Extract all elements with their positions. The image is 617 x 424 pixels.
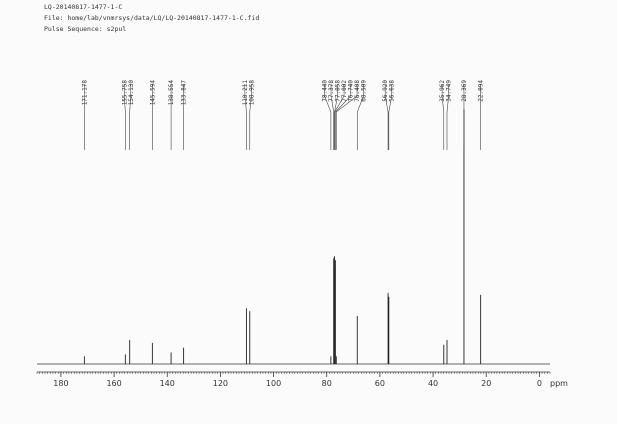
label-leader xyxy=(388,84,392,150)
peak-label: 77.058 xyxy=(335,80,342,102)
peak-label: 171.178 xyxy=(81,80,88,106)
peak-label: 76.408 xyxy=(354,80,361,102)
label-leader xyxy=(334,84,345,150)
peak-label: 22.094 xyxy=(478,80,485,102)
x-tick-label: 180 xyxy=(53,379,68,388)
file-path: File: home/lab/vnmrsys/data/LQ/LQ-201408… xyxy=(44,14,259,22)
label-leader xyxy=(244,84,247,150)
label-leader xyxy=(335,84,351,150)
x-tick-label: 40 xyxy=(428,379,438,388)
label-leader xyxy=(129,84,132,150)
peak-label: 154.130 xyxy=(128,80,135,106)
peak-label: 34.749 xyxy=(446,80,453,102)
peak-label: 78.440 xyxy=(322,80,329,102)
peak-label: 155.758 xyxy=(121,80,128,106)
peak-label: 145.594 xyxy=(149,80,156,106)
label-leader xyxy=(330,84,334,150)
peak-label: 28.369 xyxy=(461,80,468,102)
pulse-sequence: Pulse Sequence: s2pul xyxy=(44,25,126,33)
peak-label: 35.962 xyxy=(439,80,446,102)
label-leader xyxy=(249,84,252,150)
x-tick-label: 20 xyxy=(481,379,491,388)
sample-name: LQ-20140817-1477-1-C xyxy=(44,3,122,11)
label-leader xyxy=(324,84,332,150)
peak-label: 77.002 xyxy=(341,80,348,102)
x-tick-label: 140 xyxy=(160,379,175,388)
x-tick-label: 80 xyxy=(322,379,332,388)
x-tick-label: 100 xyxy=(266,379,281,388)
label-leader xyxy=(446,84,449,150)
x-tick-label: 0 xyxy=(537,379,542,388)
x-tick-label: 60 xyxy=(375,379,385,388)
peak-label: 108.958 xyxy=(248,80,255,106)
x-unit: ppm xyxy=(550,379,568,388)
peak-label: 76.740 xyxy=(348,80,355,102)
peak-label: 138.554 xyxy=(168,80,175,106)
peak-label: 68.509 xyxy=(361,80,368,102)
label-leader xyxy=(335,84,358,150)
label-leader xyxy=(384,84,389,150)
x-tick-label: 120 xyxy=(213,379,228,388)
peak-label: 56.920 xyxy=(382,80,389,102)
peak-label: 110.211 xyxy=(242,80,249,106)
x-tick-label: 160 xyxy=(106,379,121,388)
peak-label: 77.378 xyxy=(328,80,335,102)
label-leader xyxy=(441,84,445,150)
peak-label: 133.847 xyxy=(181,80,188,106)
label-leader xyxy=(356,84,364,150)
peak-label: 56.638 xyxy=(389,80,396,102)
label-leader xyxy=(123,84,126,150)
